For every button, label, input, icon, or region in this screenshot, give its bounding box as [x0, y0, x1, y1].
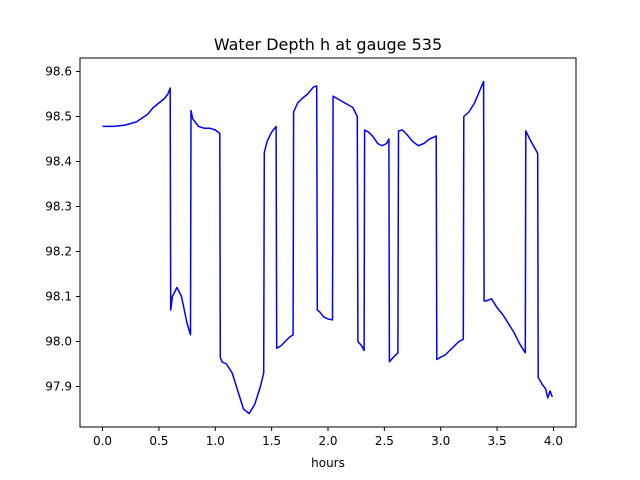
x-tick-label: 3.5: [488, 434, 507, 448]
y-tick-label: 98.2: [45, 245, 72, 259]
y-tick-label: 98.0: [45, 335, 72, 349]
y-tick-label: 97.9: [45, 380, 72, 394]
x-tick-label: 0.5: [149, 434, 168, 448]
y-tick-label: 98.5: [45, 110, 72, 124]
x-tick-label: 0.0: [93, 434, 112, 448]
series-layer: [102, 80, 554, 415]
x-tick-label: 3.0: [431, 434, 450, 448]
plot-frame: [79, 57, 577, 428]
x-axis: 0.0 0.5 1.0 1.5 2.0 2.5 3.0 3.5 4.0: [93, 427, 563, 448]
chart-title: Water Depth h at gauge 535: [214, 35, 442, 54]
x-axis-label: hours: [311, 456, 345, 470]
x-tick-label: 1.0: [206, 434, 225, 448]
y-tick-label: 98.4: [45, 155, 72, 169]
x-tick-label: 2.5: [375, 434, 394, 448]
series-line-0: [102, 80, 554, 415]
y-axis: 97.9 98.0 98.1 98.2 98.3 98.4 98.5 98.6: [45, 65, 80, 394]
y-tick-label: 98.1: [45, 290, 72, 304]
x-tick-label: 2.0: [318, 434, 337, 448]
y-tick-label: 98.6: [45, 65, 72, 79]
x-tick-label: 1.5: [262, 434, 281, 448]
y-tick-label: 98.3: [45, 200, 72, 214]
x-tick-label: 4.0: [544, 434, 563, 448]
